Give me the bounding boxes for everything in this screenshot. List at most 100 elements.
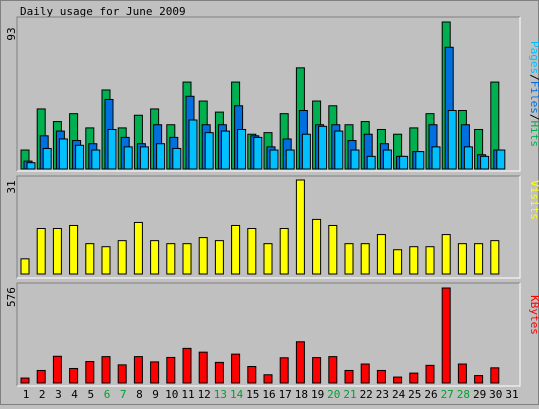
x-tick-label-9: 9 [152, 388, 159, 401]
x-tick-label-1: 1 [23, 388, 30, 401]
x-tick-label-18: 18 [295, 388, 308, 401]
visits-bar-day-17 [279, 228, 289, 275]
visits-bar-day-14 [231, 224, 241, 275]
pages-bar-day-1 [26, 162, 36, 170]
legend-kbytes: KBytes [528, 295, 539, 335]
legend-files: Files [528, 81, 539, 114]
pages-bar-day-12 [204, 132, 214, 170]
kbytes-bar-day-17 [279, 357, 289, 384]
pages-bar-day-7 [123, 146, 133, 170]
pages-bar-day-23 [382, 149, 392, 170]
visits-bar-day-25 [409, 246, 419, 275]
panel-hits: 93 Pages/Files/Hits [5, 16, 539, 172]
pages-bar-day-13 [220, 130, 230, 170]
x-tick-label-14: 14 [230, 388, 244, 401]
pages-bar-day-17 [285, 149, 295, 170]
kbytes-bar-day-20 [328, 356, 338, 384]
visits-bar-day-4 [69, 224, 79, 275]
visits-bar-day-30 [490, 240, 500, 275]
visits-bar-day-24 [393, 249, 403, 275]
pages-bar-day-6 [107, 128, 117, 170]
panel-visits: 31 Visits [5, 175, 539, 279]
kbytes-bar-day-26 [425, 364, 435, 384]
x-tick-label-25: 25 [408, 388, 421, 401]
kbytes-bar-day-24 [393, 376, 403, 384]
hits-bars [20, 21, 506, 170]
kbytes-bar-day-2 [36, 369, 46, 384]
x-tick-label-8: 8 [136, 388, 143, 401]
panel-kbytes: 576 KBytes [5, 282, 539, 387]
x-tick-label-4: 4 [71, 388, 78, 401]
kbytes-bar-day-6 [101, 356, 111, 384]
visits-bar-day-28 [457, 243, 467, 275]
kbytes-bar-day-7 [117, 364, 127, 384]
visits-bar-day-22 [360, 243, 370, 275]
visits-bar-day-27 [441, 234, 451, 275]
kbytes-bar-day-3 [52, 355, 62, 384]
x-tick-label-24: 24 [392, 388, 406, 401]
panel-hits-shadow [16, 16, 520, 171]
pages-bar-day-8 [139, 146, 149, 170]
hits-files-pages-legend: Pages/Files/Hits [528, 41, 539, 147]
kbytes-bar-day-9 [150, 361, 160, 384]
kbytes-bar-day-16 [263, 374, 273, 384]
kbytes-bar-day-21 [344, 369, 354, 384]
x-tick-label-6: 6 [104, 388, 111, 401]
kbytes-bar-day-5 [85, 361, 95, 384]
visits-bar-day-18 [295, 179, 305, 275]
kbytes-bar-day-10 [166, 356, 176, 384]
pages-bar-day-9 [156, 143, 166, 170]
kbytes-bar-day-30 [490, 367, 500, 384]
visits-bar-day-5 [85, 243, 95, 275]
visits-bar-day-7 [117, 240, 127, 275]
panel-visits-highlight [17, 176, 521, 279]
pages-bar-day-10 [172, 147, 182, 170]
visits-bar-day-1 [20, 258, 30, 275]
x-tick-label-17: 17 [279, 388, 292, 401]
pages-bar-day-2 [42, 147, 52, 170]
kbytes-bars [20, 287, 500, 384]
pages-bar-day-4 [75, 144, 85, 170]
visits-bar-day-16 [263, 243, 273, 275]
x-tick-label-31: 31 [505, 388, 518, 401]
kbytes-bar-day-13 [214, 361, 224, 384]
x-tick-label-15: 15 [246, 388, 259, 401]
kbytes-bar-day-14 [231, 353, 241, 384]
pages-bar-day-15 [253, 136, 263, 170]
pages-bar-day-14 [237, 128, 247, 170]
x-axis-day-labels: 1 2 3 4 5 6 7 8 9 10 11 12 13 14 15 16 17 18 19 20 21 22 23 24 2… [23, 388, 519, 401]
pages-bar-day-26 [431, 146, 441, 170]
pages-bar-day-5 [91, 149, 101, 170]
visits-bars [20, 179, 500, 275]
visits-bar-day-9 [150, 240, 160, 275]
kbytes-bar-day-4 [69, 367, 79, 384]
pages-bar-day-19 [318, 125, 328, 170]
pages-bar-day-11 [188, 119, 198, 170]
pages-bar-day-29 [480, 155, 490, 170]
hits-max-label: 93 [5, 27, 18, 40]
pages-bar-day-22 [366, 155, 376, 170]
kbytes-bar-day-27 [441, 287, 451, 384]
pages-bar-day-25 [415, 151, 425, 170]
x-tick-label-26: 26 [424, 388, 437, 401]
kbytes-max-label: 576 [5, 287, 18, 307]
legend-visits: Visits [528, 180, 539, 220]
x-tick-label-30: 30 [489, 388, 502, 401]
visits-bar-day-19 [312, 218, 322, 275]
legend-separator-1: / [528, 74, 539, 81]
kbytes-bar-day-15 [247, 366, 257, 384]
kbytes-bar-day-25 [409, 372, 419, 384]
visits-bar-day-20 [328, 224, 338, 275]
pages-bar-day-24 [399, 155, 409, 170]
visits-bar-day-2 [36, 228, 46, 275]
x-tick-label-7: 7 [120, 388, 127, 401]
visits-bar-day-29 [474, 243, 484, 275]
x-tick-label-12: 12 [198, 388, 211, 401]
visits-bar-day-3 [52, 228, 62, 275]
x-tick-label-22: 22 [360, 388, 373, 401]
x-tick-label-16: 16 [262, 388, 275, 401]
x-tick-label-21: 21 [343, 388, 356, 401]
x-tick-label-28: 28 [457, 388, 470, 401]
kbytes-bar-day-23 [376, 369, 386, 384]
